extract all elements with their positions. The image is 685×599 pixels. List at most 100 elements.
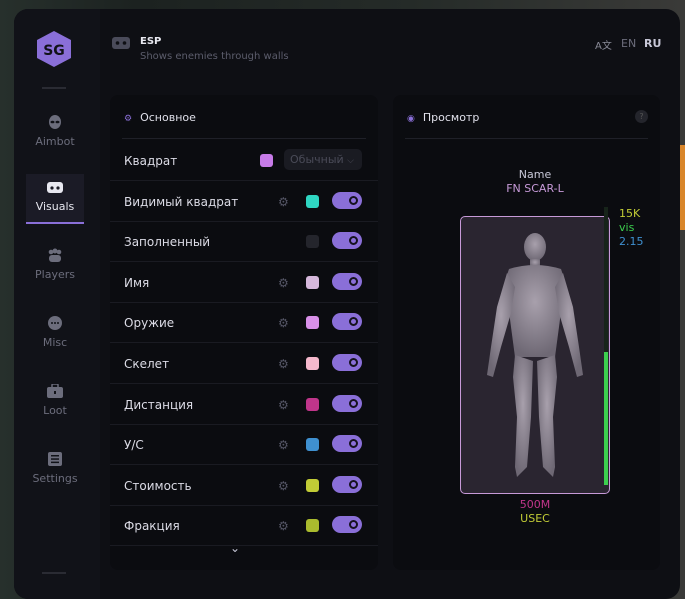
toggle-switch[interactable] bbox=[332, 516, 362, 534]
sidebar-item-settings[interactable]: Settings bbox=[26, 446, 84, 496]
toggle-switch[interactable] bbox=[332, 435, 362, 453]
color-swatch[interactable] bbox=[306, 194, 319, 208]
color-swatch[interactable] bbox=[306, 357, 319, 370]
help-button[interactable]: ? bbox=[635, 110, 648, 123]
color-swatch[interactable] bbox=[260, 154, 273, 167]
gear-icon[interactable]: ⚙ bbox=[278, 194, 289, 209]
player-model-image bbox=[487, 233, 583, 477]
color-swatch[interactable] bbox=[306, 438, 319, 452]
page-subtitle: Shows enemies through walls bbox=[140, 51, 289, 62]
color-swatch[interactable] bbox=[306, 235, 319, 249]
setting-row: Заполненный bbox=[110, 222, 378, 263]
panel-title: Основное bbox=[140, 111, 196, 124]
sidebar: SG Aimbot Visuals Players Misc Loot Settings bbox=[14, 9, 100, 599]
vr-headset-icon bbox=[112, 37, 130, 49]
sidebar-item-label: Settings bbox=[32, 472, 78, 485]
list-icon bbox=[48, 452, 62, 466]
toolbox-icon bbox=[47, 384, 63, 398]
setting-row: Квадрат Обычный ⌵ bbox=[110, 141, 378, 181]
color-swatch[interactable] bbox=[306, 397, 319, 411]
users-icon bbox=[48, 248, 62, 262]
color-swatch[interactable] bbox=[306, 316, 319, 330]
toggle-switch[interactable] bbox=[332, 313, 362, 331]
background-element bbox=[679, 145, 685, 230]
dots-icon bbox=[48, 316, 62, 330]
sidebar-item-label: Visuals bbox=[35, 200, 75, 213]
gear-icon: ⚙ bbox=[124, 114, 133, 124]
gear-icon[interactable]: ⚙ bbox=[278, 519, 289, 534]
gear-icon[interactable]: ⚙ bbox=[278, 316, 289, 331]
app-window: SG Aimbot Visuals Players Misc Loot Settings … bbox=[14, 9, 680, 599]
setting-label: Имя bbox=[124, 275, 150, 290]
toggle-switch[interactable] bbox=[332, 354, 362, 371]
chevron-down-icon: ⌵ bbox=[347, 156, 354, 166]
alien-icon bbox=[49, 115, 61, 129]
divider bbox=[42, 87, 66, 89]
health-bar bbox=[604, 207, 608, 485]
translate-icon[interactable]: A文 bbox=[595, 41, 612, 52]
setting-label: Квадрат bbox=[124, 154, 178, 168]
lang-ru-button[interactable]: RU bbox=[644, 37, 662, 50]
setting-row: Фракция ⚙ bbox=[110, 506, 378, 547]
gear-icon[interactable]: ⚙ bbox=[278, 478, 289, 493]
scroll-down-chevron-icon[interactable]: ⌄ bbox=[230, 541, 241, 555]
setting-label: Скелет bbox=[124, 357, 170, 371]
sidebar-item-label: Players bbox=[35, 268, 75, 281]
toggle-switch[interactable] bbox=[332, 232, 362, 250]
toggle-switch[interactable] bbox=[332, 191, 362, 209]
page-title: ESP bbox=[140, 36, 162, 47]
esp-value: 15K bbox=[619, 207, 641, 220]
divider bbox=[42, 572, 66, 574]
color-swatch[interactable] bbox=[306, 275, 319, 289]
divider bbox=[405, 138, 648, 139]
vr-headset-icon bbox=[47, 182, 63, 193]
divider bbox=[122, 138, 366, 139]
main-settings-panel: ⚙ Основное Квадрат Обычный ⌵ Видимый квадра… bbox=[110, 95, 378, 570]
select-value: Обычный bbox=[290, 153, 344, 166]
color-swatch[interactable] bbox=[306, 478, 319, 492]
esp-bottom-labels: 500M USEC bbox=[460, 498, 610, 526]
toggle-switch[interactable] bbox=[332, 475, 362, 493]
esp-box-preview bbox=[460, 216, 610, 494]
sidebar-item-label: Aimbot bbox=[35, 135, 75, 148]
esp-top-labels: Name FN SCAR-L bbox=[460, 168, 610, 196]
setting-row: Стоимость ⚙ bbox=[110, 466, 378, 506]
eye-icon: ◉ bbox=[407, 114, 415, 124]
panel-title: Просмотр bbox=[422, 111, 480, 124]
sidebar-item-label: Loot bbox=[43, 404, 67, 417]
setting-label: Заполненный bbox=[124, 235, 211, 250]
setting-row: У/С ⚙ bbox=[110, 425, 378, 466]
sidebar-item-visuals[interactable]: Visuals bbox=[26, 174, 84, 224]
gear-icon[interactable]: ⚙ bbox=[278, 275, 289, 290]
box-style-select[interactable]: Обычный ⌵ bbox=[284, 149, 362, 170]
logo-icon: SG bbox=[37, 31, 71, 67]
health-bar-fill bbox=[604, 351, 608, 485]
esp-faction: USEC bbox=[520, 512, 550, 525]
sidebar-item-loot[interactable]: Loot bbox=[26, 378, 84, 428]
svg-text:SG: SG bbox=[43, 43, 65, 59]
sidebar-item-players[interactable]: Players bbox=[26, 242, 84, 292]
sidebar-item-misc[interactable]: Misc bbox=[26, 310, 84, 360]
setting-label: Стоимость bbox=[124, 478, 192, 493]
color-swatch[interactable] bbox=[306, 519, 319, 533]
sidebar-item-aimbot[interactable]: Aimbot bbox=[26, 109, 84, 159]
toggle-switch[interactable] bbox=[332, 394, 362, 412]
setting-label: Фракция bbox=[124, 519, 180, 534]
setting-row: Дистанция ⚙ bbox=[110, 385, 378, 425]
esp-distance: 500M bbox=[519, 498, 551, 511]
gear-icon[interactable]: ⚙ bbox=[278, 357, 289, 371]
setting-label: Видимый квадрат bbox=[124, 194, 239, 209]
setting-label: Оружие bbox=[124, 316, 175, 331]
gear-icon[interactable]: ⚙ bbox=[278, 397, 289, 412]
toggle-switch[interactable] bbox=[332, 272, 362, 290]
lang-en-button[interactable]: EN bbox=[621, 37, 637, 50]
setting-row: Скелет ⚙ bbox=[110, 344, 378, 384]
esp-kd: 2.15 bbox=[619, 235, 644, 248]
setting-row: Имя ⚙ bbox=[110, 263, 378, 303]
gear-icon[interactable]: ⚙ bbox=[278, 438, 289, 453]
esp-side-labels: 15K vis 2.15 bbox=[619, 207, 644, 249]
panel-header: ◉ Просмотр bbox=[407, 111, 479, 124]
panel-header: ⚙ Основное bbox=[124, 111, 196, 124]
setting-row: Видимый квадрат ⚙ bbox=[110, 182, 378, 222]
sidebar-item-label: Misc bbox=[42, 336, 68, 349]
